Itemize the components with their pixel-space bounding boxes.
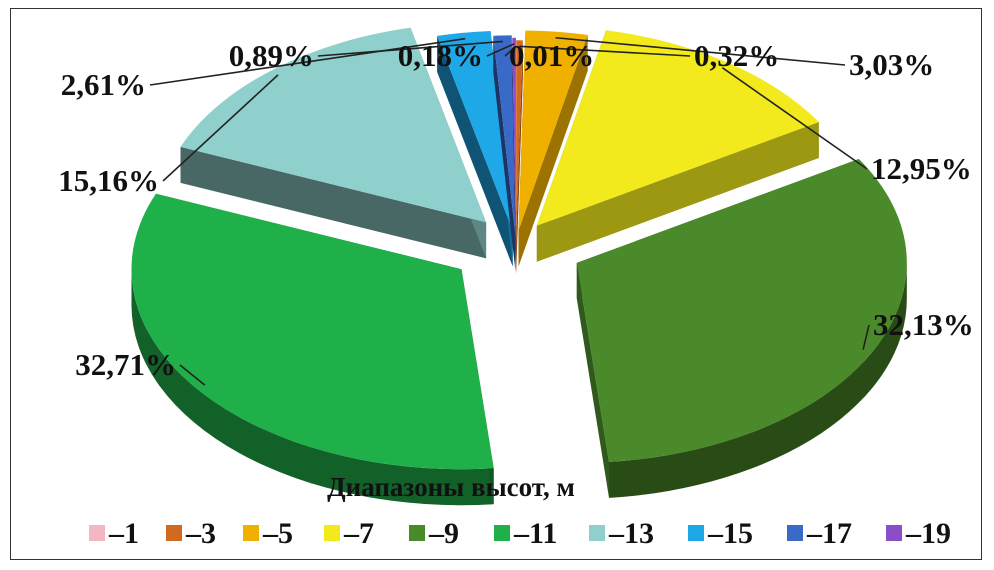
legend-item--17: –17 bbox=[787, 517, 852, 550]
slice-top--5 bbox=[518, 30, 588, 231]
slice-top--13 bbox=[180, 27, 487, 223]
data-label--13: 15,16% bbox=[58, 163, 159, 198]
slice-side--13 bbox=[180, 146, 487, 259]
slice--13 bbox=[180, 27, 487, 259]
data-labels-group: 0,01% 0,32% 3,03% 12,95% 32,13% 32,71% 15,16% 2… bbox=[58, 38, 974, 382]
leader-line--3 bbox=[519, 45, 691, 57]
legend-swatch--9 bbox=[409, 525, 425, 541]
slice-top--15 bbox=[437, 30, 513, 231]
legend-swatch--19 bbox=[886, 525, 902, 541]
leader-line--13 bbox=[162, 74, 279, 182]
slice-top--11 bbox=[131, 193, 494, 470]
slice-top--7 bbox=[536, 30, 819, 226]
data-label--19: 0,18% bbox=[398, 38, 483, 73]
legend-swatch--7 bbox=[324, 525, 340, 541]
legend-swatch--3 bbox=[166, 525, 182, 541]
legend-label--9: –9 bbox=[428, 517, 459, 550]
legend-swatch--5 bbox=[243, 525, 259, 541]
slice-side--15 bbox=[437, 35, 513, 267]
slices-group bbox=[131, 27, 907, 506]
legend-label--3: –3 bbox=[185, 517, 216, 550]
legend: –1 –3 –5 –7 –9 –11 –13 –15 –17 –19 bbox=[89, 517, 951, 550]
legend-item--15: –15 bbox=[688, 517, 753, 550]
chart-frame: 0,01% 0,32% 3,03% 12,95% 32,13% 32,71% 15,16% 2… bbox=[10, 8, 982, 560]
legend-label--1: –1 bbox=[108, 517, 139, 550]
slice-wall--9 bbox=[609, 262, 907, 498]
slice-side--19 bbox=[512, 37, 516, 274]
slice--9 bbox=[576, 159, 907, 498]
data-label--15: 2,61% bbox=[61, 67, 146, 102]
leader-line--5 bbox=[555, 36, 846, 66]
data-label--11: 32,71% bbox=[75, 347, 176, 382]
legend-item--3: –3 bbox=[166, 517, 216, 550]
legend-item--5: –5 bbox=[243, 517, 293, 550]
leader-line--17 bbox=[317, 40, 503, 57]
legend-item--13: –13 bbox=[589, 517, 654, 550]
leader-line--9 bbox=[862, 324, 870, 350]
legend-title: Диапазоны высот, м bbox=[327, 472, 575, 502]
slice-top--3 bbox=[516, 40, 523, 241]
legend-label--17: –17 bbox=[806, 517, 852, 550]
legend-label--19: –19 bbox=[905, 517, 951, 550]
data-label--1: 0,01% bbox=[509, 38, 594, 73]
legend-item--11: –11 bbox=[494, 517, 557, 550]
legend-label--11: –11 bbox=[513, 517, 557, 550]
slice-side--7 bbox=[536, 121, 819, 262]
legend-swatch--1 bbox=[89, 525, 105, 541]
slice-top--17 bbox=[493, 35, 516, 236]
slice-top--19 bbox=[512, 37, 516, 238]
leader-line--1 bbox=[504, 45, 517, 57]
slice-side--3 bbox=[516, 40, 523, 277]
data-label--3: 0,32% bbox=[694, 38, 779, 73]
slice--3 bbox=[516, 40, 523, 277]
slice-side--17 bbox=[493, 35, 516, 272]
legend-item--9: –9 bbox=[409, 517, 459, 550]
leader-line--11 bbox=[179, 364, 206, 386]
slice--5 bbox=[518, 30, 588, 267]
slice-wall--11 bbox=[131, 269, 494, 506]
leader-line--19 bbox=[486, 43, 515, 57]
legend-swatch--17 bbox=[787, 525, 803, 541]
leader-line--15 bbox=[149, 37, 466, 86]
slice-side--5 bbox=[518, 34, 588, 267]
slice--19 bbox=[512, 37, 516, 274]
legend-label--13: –13 bbox=[608, 517, 654, 550]
data-label--5: 3,03% bbox=[849, 47, 934, 82]
legend-item--1: –1 bbox=[89, 517, 139, 550]
leader-lines-group bbox=[149, 36, 870, 386]
data-label--17: 0,89% bbox=[229, 38, 314, 73]
legend-item--7: –7 bbox=[324, 517, 374, 550]
slice--11 bbox=[131, 193, 494, 506]
legend-swatch--13 bbox=[589, 525, 605, 541]
legend-label--5: –5 bbox=[262, 517, 293, 550]
leader-line--7 bbox=[721, 67, 868, 170]
slice-top--9 bbox=[576, 159, 907, 462]
data-label--7: 12,95% bbox=[871, 151, 972, 186]
legend-label--15: –15 bbox=[707, 517, 753, 550]
slice-side--9 bbox=[576, 262, 610, 498]
legend-item--19: –19 bbox=[886, 517, 951, 550]
pie-chart: 0,01% 0,32% 3,03% 12,95% 32,13% 32,71% 15,16% 2… bbox=[58, 27, 974, 550]
slice--7 bbox=[536, 30, 819, 262]
data-label--9: 32,13% bbox=[873, 307, 974, 342]
legend-swatch--15 bbox=[688, 525, 704, 541]
legend-label--7: –7 bbox=[343, 517, 374, 550]
legend-swatch--11 bbox=[494, 525, 510, 541]
